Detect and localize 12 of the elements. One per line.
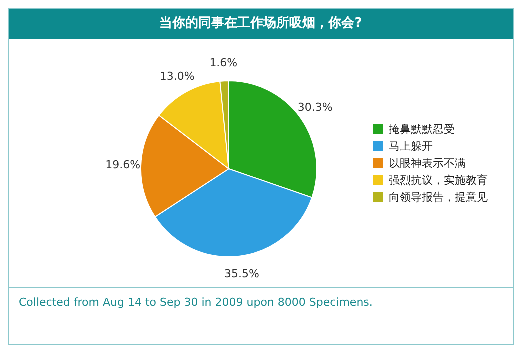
data-label: 19.6%: [106, 158, 141, 172]
chart-title: 当你的同事在工作场所吸烟，你会?: [9, 9, 513, 39]
legend-label: 马上躲开: [389, 138, 433, 154]
legend-label: 向领导报告，提意见: [389, 190, 488, 206]
text: Collected from Aug 14 to Sep 30 in 2009 upon 8000 Specimens.: [19, 296, 374, 309]
data-label: 30.3%: [298, 101, 333, 114]
legend-label: 以眼神表示不满: [389, 156, 466, 172]
data-label: 35.5%: [224, 268, 260, 281]
data-label: 13.0%: [160, 70, 195, 83]
legend-label: 掩鼻默默忍受: [389, 122, 455, 138]
data-label: 1.6%: [210, 56, 238, 70]
legend-label: 强烈抗议，实施教育: [389, 172, 488, 188]
